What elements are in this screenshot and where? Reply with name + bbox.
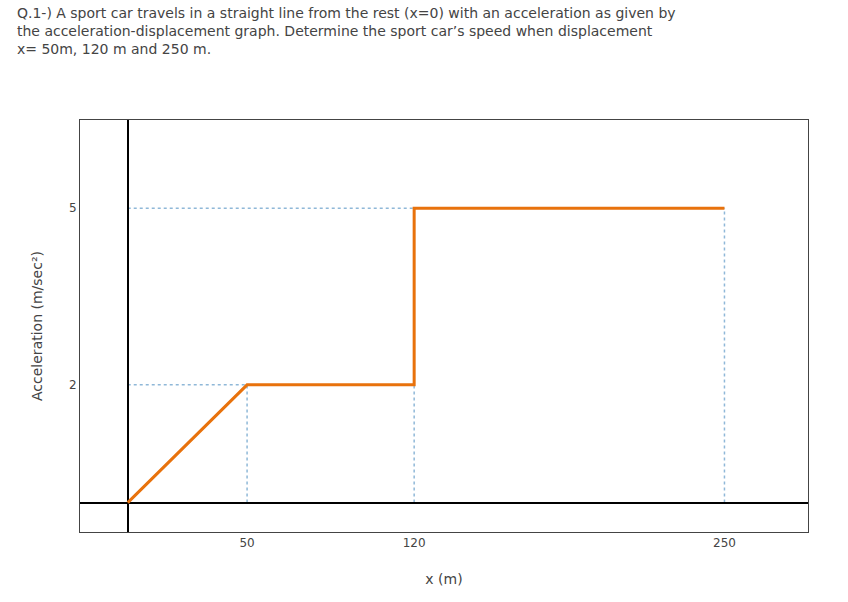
svg-text:250: 250 — [713, 536, 736, 550]
svg-text:Acceleration (m/sec²): Acceleration (m/sec²) — [29, 251, 45, 401]
svg-text:x (m): x (m) — [425, 571, 462, 587]
svg-text:Q.1-) A sport car travels in a: Q.1-) A sport car travels in a straight … — [17, 5, 676, 57]
svg-text:120: 120 — [403, 536, 426, 550]
svg-text:50: 50 — [239, 536, 254, 550]
svg-text:2: 2 — [69, 378, 77, 392]
svg-text:5: 5 — [69, 201, 77, 215]
